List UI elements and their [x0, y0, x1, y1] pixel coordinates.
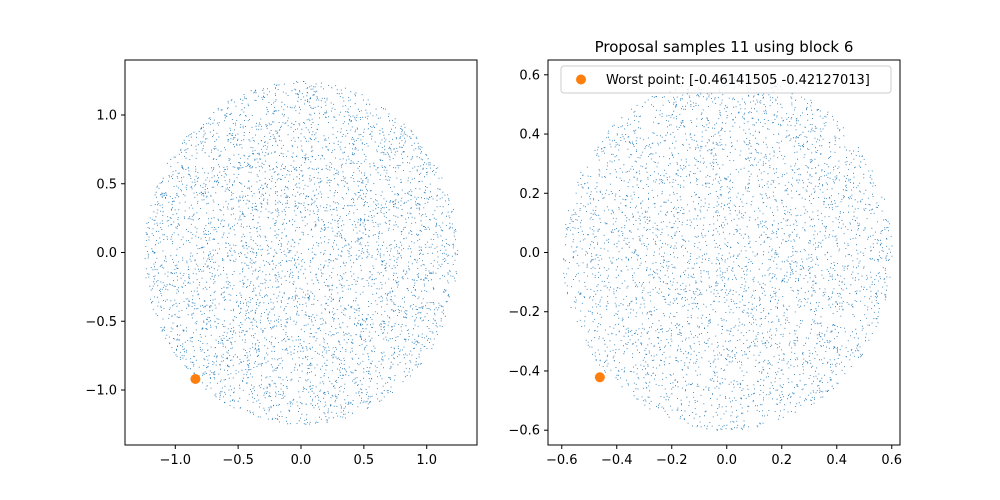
right-y-axis: 0.6 0.4 0.2 0.0 −0.2 −0.4 −0.6: [508, 68, 548, 439]
legend-marker: [576, 74, 586, 85]
x-tick-label: 0.0: [716, 453, 737, 468]
x-tick-label: 0.2: [771, 453, 792, 468]
y-tick-label: 0.4: [519, 128, 540, 143]
y-tick-label: 0.6: [519, 68, 540, 83]
legend-box: [560, 65, 892, 94]
left-x-axis: −1.0 −0.5 0.0 0.5 1.0: [159, 445, 437, 468]
x-tick-label: 0.6: [881, 453, 902, 468]
left-subplot: −1.0 −0.5 0.0 0.5 1.0 1.0 0.5 0.0 −0.5 −1.0: [85, 59, 478, 468]
right-x-axis: −0.6 −0.4 −0.2 0.0 0.2 0.4 0.6: [546, 445, 902, 468]
legend-label: Worst point: [-0.46141505 -0.42127013]: [606, 73, 870, 88]
y-tick-label: −1.0: [85, 384, 117, 399]
x-tick-label: 0.5: [354, 453, 375, 468]
x-tick-label: 1.0: [416, 453, 437, 468]
y-tick-label: −0.4: [508, 364, 540, 379]
left-sample-points: [144, 81, 459, 425]
y-tick-label: −0.5: [85, 315, 117, 330]
y-tick-label: 0.5: [96, 177, 117, 192]
x-tick-label: 0.4: [826, 453, 847, 468]
x-tick-label: −1.0: [159, 453, 191, 468]
y-tick-label: 0.0: [96, 246, 117, 261]
left-sample-dots: [144, 81, 459, 425]
right-worst-point-marker: [594, 372, 605, 383]
right-chart-title: Proposal samples 11 using block 6: [595, 38, 854, 56]
y-tick-label: 1.0: [96, 109, 117, 124]
right-legend: Worst point: [-0.46141505 -0.42127013]: [560, 65, 892, 94]
y-tick-label: 0.2: [519, 187, 540, 202]
x-tick-label: −0.5: [222, 453, 254, 468]
x-tick-label: 0.0: [291, 453, 312, 468]
y-tick-label: −0.2: [508, 305, 540, 320]
left-y-axis: 1.0 0.5 0.0 −0.5 −1.0: [85, 109, 125, 399]
left-worst-point-marker: [190, 374, 201, 384]
left-highlight-layer: [190, 374, 201, 384]
y-tick-label: 0.0: [519, 246, 540, 261]
right-highlight-layer: [594, 372, 605, 383]
x-tick-label: −0.4: [601, 453, 633, 468]
x-tick-label: −0.2: [656, 453, 688, 468]
x-tick-label: −0.6: [546, 453, 578, 468]
right-subplot: −0.6 −0.4 −0.2 0.0 0.2 0.4 0.6 0.60.40.20.0−0.…: [508, 38, 902, 468]
y-tick-label: −0.6: [508, 424, 540, 439]
